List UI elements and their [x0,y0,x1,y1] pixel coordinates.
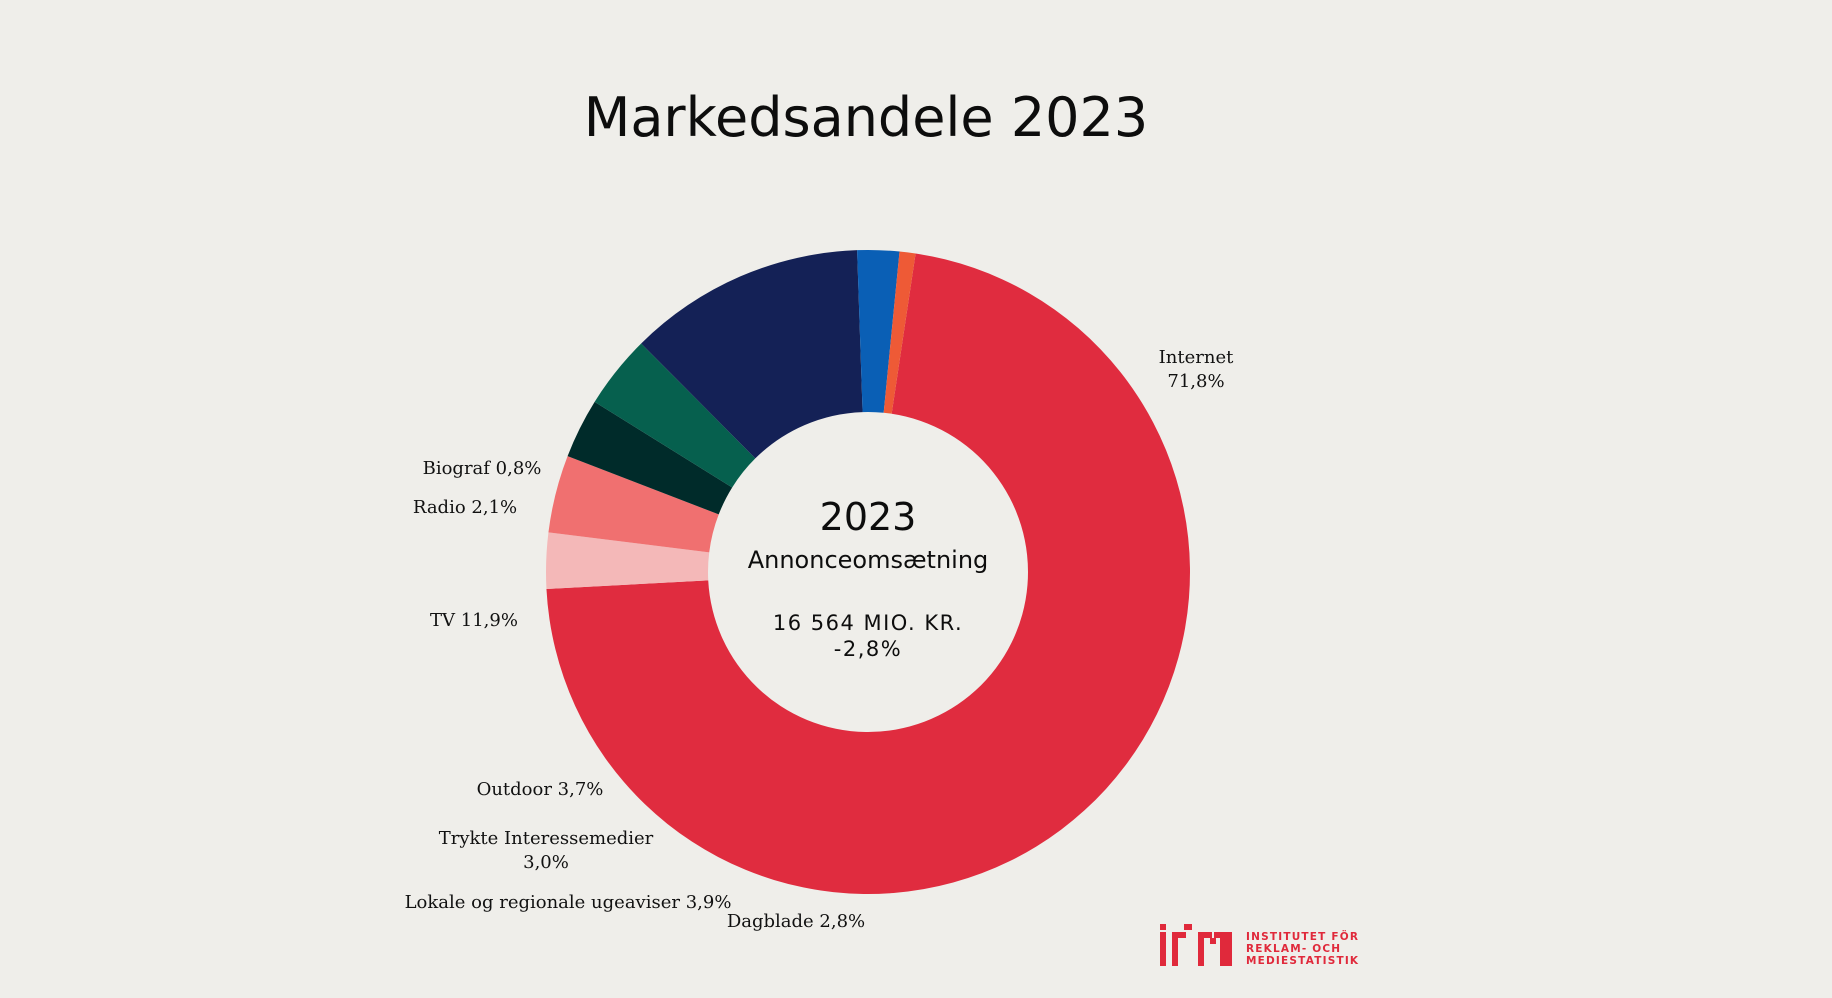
center-year: 2023 [820,495,917,539]
logo-mark-block [1178,932,1186,938]
chart-title: Markedsandele 2023 [584,86,1149,149]
donut-slice-6 [641,250,863,459]
logo-mark-block [1210,938,1216,944]
slice-label-1: Internet 71,8% [1159,347,1234,392]
logo-mark-block [1160,932,1166,966]
logo-mark-block [1184,924,1192,930]
slice-label-2: Dagblade 2,8% [727,911,865,932]
slice-label-7: Radio 2,1% [413,497,517,518]
donut-slices [546,249,1190,895]
logo-mark-block [1172,932,1178,966]
logo-mark-block [1198,932,1204,966]
donut-slice-8 [883,251,916,414]
logo-line-1: INSTITUTET FÖR [1246,929,1359,943]
donut-center: 2023 Annonceomsætning 16 564 MIO. KR. -2… [748,495,989,661]
logo-line-3: MEDIESTATISTIK [1246,955,1359,967]
donut-slice-5 [594,343,756,488]
donut-slice-3 [548,456,719,553]
logo-mark-block [1214,932,1222,938]
donut-slice-2 [546,532,710,589]
slice-label-8: Biograf 0,8% [423,458,542,479]
logo-mark-block [1204,932,1212,938]
irm-logo-mark [1160,924,1232,966]
logo-mark-block [1160,924,1166,930]
center-change: -2,8% [834,637,902,661]
center-subtitle: Annonceomsætning [748,546,989,574]
donut-slice-7 [857,249,900,413]
logo-mark-block [1226,932,1232,966]
irm-logo: INSTITUTET FÖR REKLAM- OCH MEDIESTATISTI… [1160,924,1359,967]
donut-slice-4 [567,401,733,515]
slice-label-6: TV 11,9% [430,610,518,631]
slice-label-4: Trykte Interessemedier 3,0% [439,828,654,873]
donut-slice-1 [546,253,1190,895]
center-total-revenue: 16 564 MIO. KR. [773,611,963,635]
slice-labels: Internet 71,8% Dagblade 2,8%Lokale og regi… [405,347,1235,932]
logo-mark-block [1220,932,1226,966]
logo-line-2: REKLAM- OCH [1246,943,1341,955]
slice-label-3: Lokale og regionale ugeaviser 3,9% [405,892,732,913]
slice-label-5: Outdoor 3,7% [477,779,604,800]
